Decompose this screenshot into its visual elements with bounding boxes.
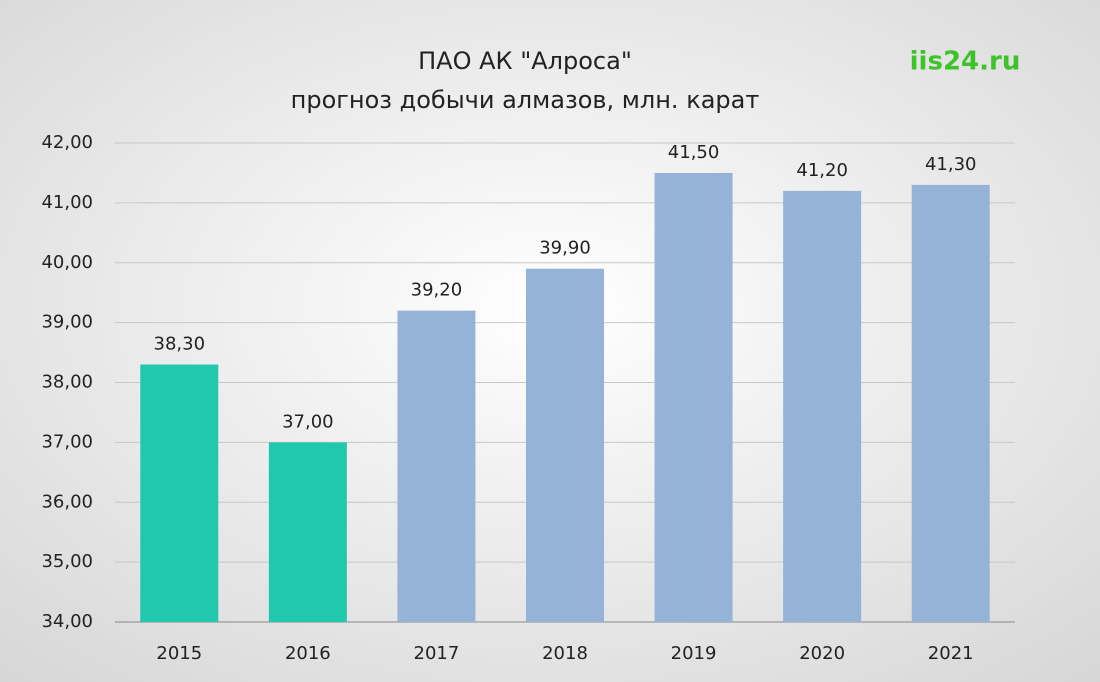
- value-label: 41,50: [668, 142, 720, 163]
- y-tick-label: 38,00: [41, 372, 93, 393]
- y-tick-label: 39,00: [41, 312, 93, 333]
- chart-subtitle: прогноз добычи алмазов, млн. карат: [291, 86, 760, 114]
- y-tick-label: 40,00: [41, 252, 93, 273]
- bar: [526, 268, 604, 622]
- x-tick-label: 2021: [928, 643, 974, 664]
- value-label: 39,90: [539, 238, 591, 259]
- watermark: iis24.ru: [910, 47, 1021, 77]
- bar: [911, 184, 990, 622]
- chart-title: ПАО АК "Алроса": [418, 47, 632, 75]
- value-label: 38,30: [154, 334, 206, 355]
- x-tick-label: 2019: [671, 643, 717, 664]
- y-tick-label: 36,00: [41, 491, 93, 512]
- value-label: 39,20: [411, 280, 463, 301]
- y-tick-label: 37,00: [41, 431, 93, 452]
- bar: [268, 442, 347, 622]
- value-label: 41,20: [796, 160, 848, 181]
- y-tick-label: 42,00: [41, 132, 93, 153]
- y-tick-label: 34,00: [41, 611, 93, 632]
- y-tick-label: 35,00: [41, 551, 93, 572]
- bar: [654, 172, 733, 622]
- x-tick-label: 2020: [799, 643, 845, 664]
- bar: [397, 310, 476, 622]
- y-tick-label: 41,00: [41, 192, 93, 213]
- bar: [783, 190, 862, 622]
- value-label: 41,30: [925, 154, 977, 175]
- x-tick-label: 2015: [156, 643, 202, 664]
- bar: [140, 364, 219, 622]
- x-tick-label: 2018: [542, 643, 588, 664]
- x-tick-label: 2016: [285, 643, 331, 664]
- value-label: 37,00: [282, 411, 334, 432]
- x-tick-label: 2017: [414, 643, 460, 664]
